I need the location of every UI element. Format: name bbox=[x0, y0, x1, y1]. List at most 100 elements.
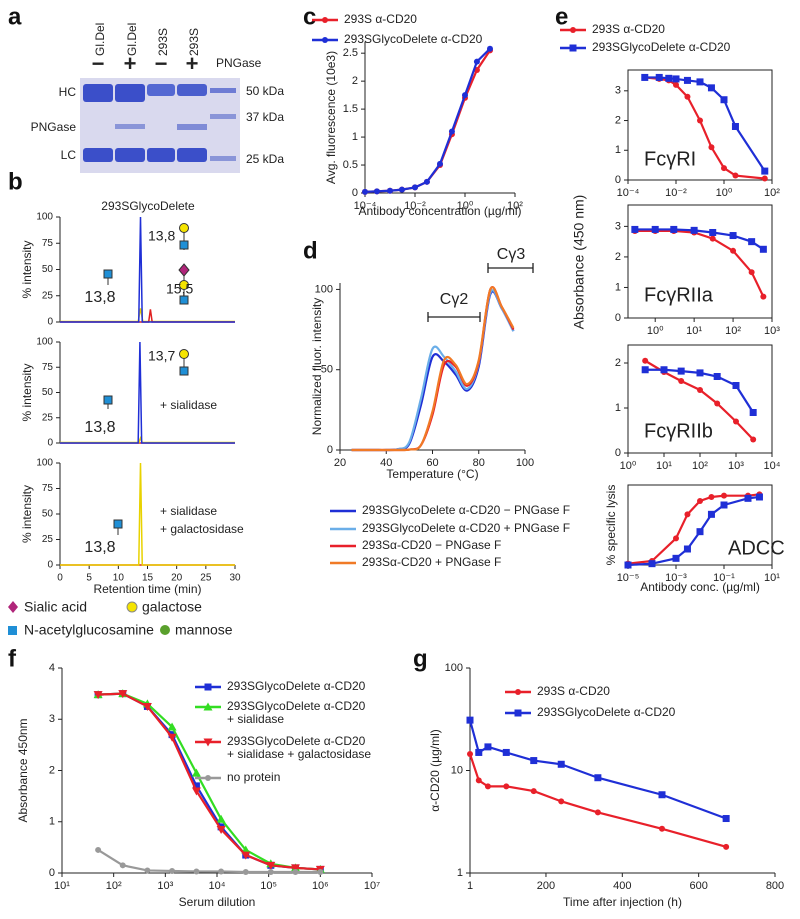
gel-band bbox=[147, 148, 175, 162]
data-point bbox=[475, 777, 482, 784]
lane-sign: − bbox=[155, 51, 168, 76]
x-tick-label: 10⁻⁵ bbox=[617, 572, 640, 584]
data-point bbox=[760, 293, 767, 300]
x-tick-label: 25 bbox=[200, 573, 212, 584]
gel-band bbox=[115, 148, 145, 162]
data-point bbox=[665, 74, 673, 82]
annotation: FcγRIIa bbox=[644, 284, 714, 306]
data-point bbox=[697, 117, 703, 124]
x-tick-label: 200 bbox=[537, 880, 555, 892]
annotation: + sialidase bbox=[160, 398, 217, 412]
glycan-legend-label: Sialic acid bbox=[24, 599, 87, 615]
reagent-label: PNGase bbox=[216, 56, 262, 70]
legend-label: 293SGlycoDelete α-CD20 + sialidase + gal… bbox=[227, 734, 372, 761]
x-tick-label: 10³ bbox=[157, 880, 173, 892]
panel-letter: f bbox=[8, 645, 17, 672]
y-tick-label: 1 bbox=[352, 131, 358, 143]
y-tick-label: 100 bbox=[36, 212, 53, 223]
data-point bbox=[267, 868, 274, 875]
glycan-swatch bbox=[8, 601, 18, 613]
x-tick-label: 10⁻² bbox=[404, 200, 426, 212]
data-point bbox=[749, 409, 757, 416]
y-tick-label: 3 bbox=[615, 85, 621, 97]
series-line bbox=[468, 719, 727, 820]
data-point bbox=[748, 269, 755, 276]
data-point bbox=[731, 122, 739, 130]
x-tick-label: 10¹ bbox=[54, 880, 70, 892]
data-point bbox=[707, 84, 715, 92]
y-axis-label: % intensity bbox=[20, 240, 34, 298]
data-point bbox=[216, 825, 226, 834]
x-tick-label: 10⁶ bbox=[312, 880, 329, 892]
series-line bbox=[351, 290, 515, 452]
y-tick-label: 100 bbox=[36, 458, 53, 469]
data-point bbox=[721, 165, 727, 172]
legend-marker bbox=[514, 709, 522, 717]
glycan-swatch bbox=[8, 626, 17, 635]
glycan-legend-label: N-acetylglucosamine bbox=[24, 622, 154, 638]
data-point bbox=[292, 868, 299, 875]
data-point bbox=[748, 238, 756, 246]
legend-marker bbox=[203, 702, 213, 711]
x-tick-label: 10 bbox=[113, 573, 125, 584]
data-point bbox=[423, 178, 430, 185]
legend-marker bbox=[569, 44, 577, 52]
y-tick-label: 50 bbox=[42, 509, 54, 520]
ladder-band bbox=[210, 88, 236, 93]
legend-label: 293SGlycoDelete α-CD20 bbox=[537, 705, 676, 719]
y-tick-label: 1 bbox=[615, 144, 621, 156]
marker-label: 50 kDa bbox=[246, 84, 284, 98]
y-tick-label: 25 bbox=[42, 534, 54, 545]
x-tick-label: 10⁵ bbox=[260, 880, 277, 892]
data-point bbox=[641, 73, 649, 81]
y-tick-label: 1 bbox=[49, 816, 55, 828]
legend-marker bbox=[322, 17, 328, 23]
x-tick-label: 600 bbox=[689, 880, 707, 892]
data-point bbox=[93, 691, 103, 700]
annotation: 13,7 bbox=[148, 348, 175, 364]
data-point bbox=[362, 188, 368, 195]
legend-label: 293S α-CD20 bbox=[537, 684, 610, 698]
y-tick-label: 2 bbox=[615, 357, 621, 369]
data-point bbox=[708, 144, 715, 151]
data-point bbox=[708, 494, 715, 500]
data-point bbox=[750, 436, 757, 443]
gel-band bbox=[83, 84, 113, 102]
lane-label: Gl.Del bbox=[93, 23, 107, 56]
chart-title: 293SGlycoDelete bbox=[101, 199, 195, 213]
annotation: FcγRI bbox=[644, 148, 696, 170]
y-tick-label: 0 bbox=[327, 444, 333, 456]
y-tick-label: 0 bbox=[352, 187, 358, 199]
y-tick-label: 0 bbox=[615, 312, 621, 324]
annotation: 13,8 bbox=[148, 228, 175, 244]
band-label: PNGase bbox=[31, 120, 77, 134]
series-line bbox=[364, 49, 491, 193]
x-tick-label: 10¹ bbox=[656, 460, 672, 472]
y-axis-label: % specific lysis bbox=[604, 485, 618, 566]
y-axis-label: Avg. fluorescence (10e3) bbox=[324, 51, 338, 184]
annotation: + sialidase bbox=[160, 504, 217, 518]
x-tick-label: 10⁻⁴ bbox=[617, 187, 640, 199]
y-tick-label: 10 bbox=[451, 764, 463, 776]
data-point bbox=[648, 560, 656, 568]
data-point bbox=[761, 175, 768, 182]
y-tick-label: 3 bbox=[49, 713, 55, 725]
data-point bbox=[387, 187, 393, 194]
plot-frame bbox=[627, 484, 773, 566]
y-tick-label: 0 bbox=[615, 447, 621, 459]
glycan-icons bbox=[103, 223, 190, 535]
data-point bbox=[733, 418, 739, 425]
x-tick-label: 0 bbox=[57, 573, 63, 584]
data-point bbox=[473, 58, 480, 65]
data-point bbox=[487, 45, 493, 52]
data-point bbox=[266, 861, 276, 870]
legend-label: 293SGlycoDelete α-CD20 + sialidase bbox=[227, 699, 366, 726]
y-tick-label: 4 bbox=[49, 662, 55, 674]
y-axis-label: Normalized fluor. intensity bbox=[310, 298, 324, 435]
y-tick-label: 1 bbox=[615, 402, 621, 414]
x-axis-label: Retention time (min) bbox=[93, 582, 201, 596]
data-point bbox=[242, 868, 249, 875]
data-point bbox=[216, 814, 226, 823]
x-tick-label: 80 bbox=[473, 457, 485, 469]
x-tick-label: 10³ bbox=[728, 460, 744, 472]
